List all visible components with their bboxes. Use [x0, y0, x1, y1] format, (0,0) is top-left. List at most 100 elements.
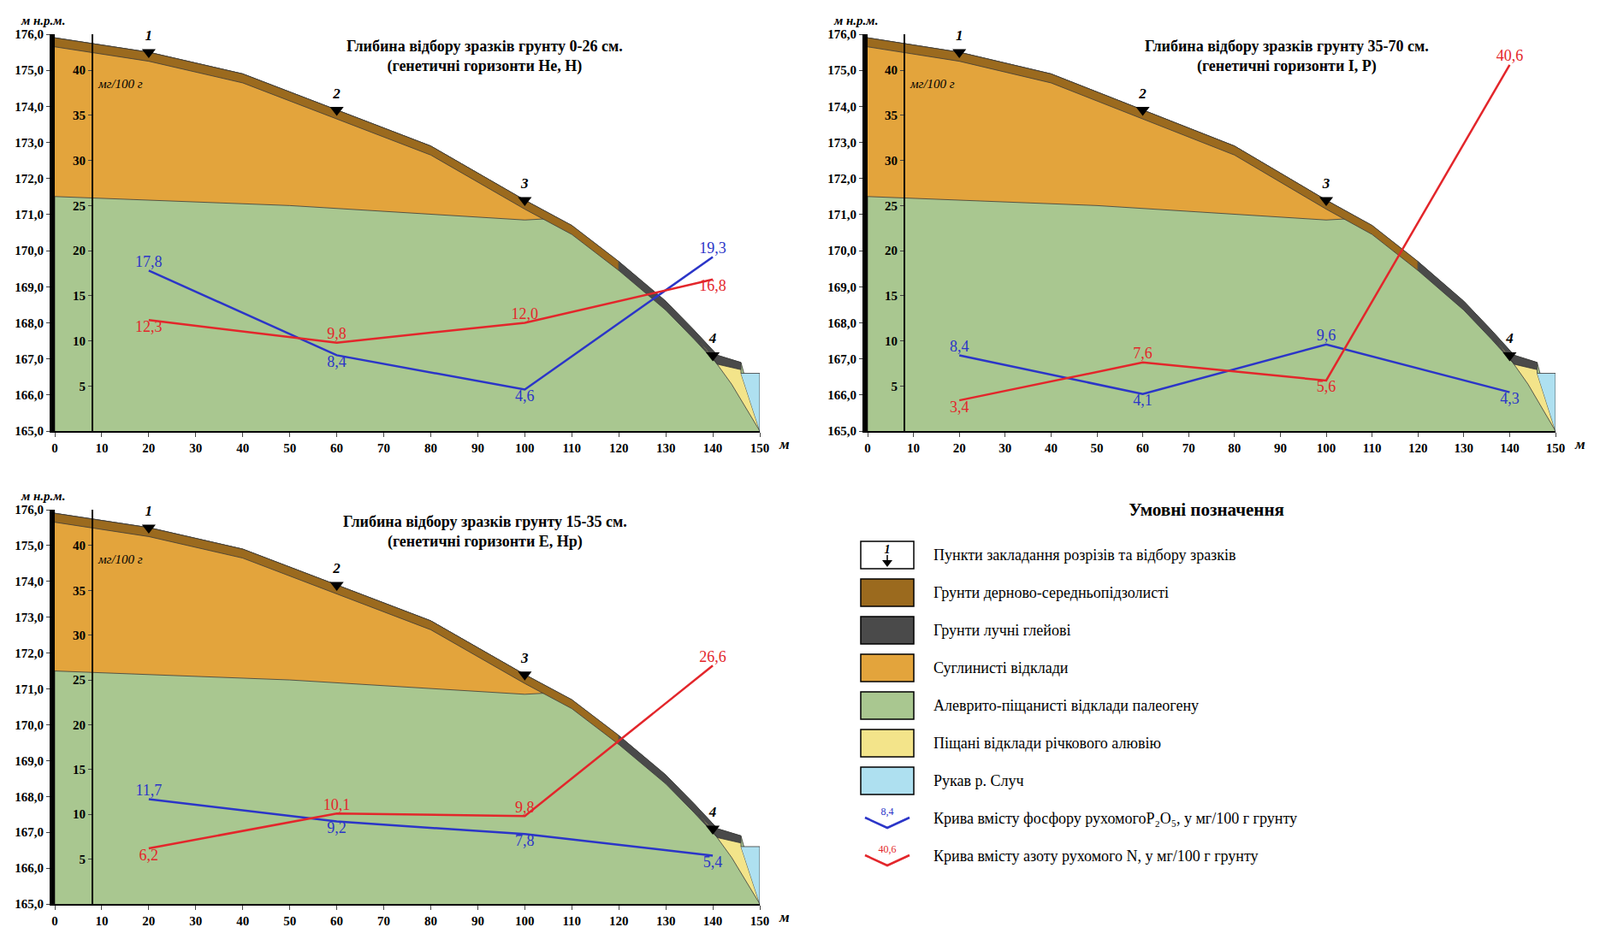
svg-text:173,0: 173,0 [827, 136, 857, 150]
svg-text:60: 60 [330, 441, 344, 456]
svg-text:35: 35 [884, 108, 898, 123]
svg-text:166,0: 166,0 [14, 388, 44, 403]
svg-text:5,6: 5,6 [1316, 378, 1337, 396]
svg-text:30: 30 [884, 154, 898, 168]
svg-text:4,1: 4,1 [1132, 391, 1153, 409]
svg-text:Глибина відбору зразків грунту: Глибина відбору зразків грунту 0-26 см.(… [346, 37, 623, 76]
svg-text:170,0: 170,0 [14, 243, 44, 258]
svg-text:5: 5 [78, 379, 86, 394]
svg-text:130: 130 [1454, 441, 1475, 456]
svg-text:171,0: 171,0 [14, 207, 44, 222]
svg-text:10: 10 [72, 334, 86, 349]
svg-text:120: 120 [1408, 441, 1429, 456]
svg-text:176,0: 176,0 [827, 27, 857, 42]
svg-text:20: 20 [72, 243, 86, 258]
svg-text:9,8: 9,8 [515, 799, 535, 817]
svg-text:15: 15 [884, 289, 898, 303]
svg-text:4,3: 4,3 [1499, 390, 1520, 408]
svg-text:15: 15 [72, 763, 86, 777]
svg-text:2: 2 [1137, 85, 1147, 102]
svg-text:173,0: 173,0 [14, 136, 44, 150]
svg-text:0: 0 [51, 441, 59, 456]
svg-text:60: 60 [1136, 441, 1150, 456]
svg-text:150: 150 [1546, 441, 1566, 456]
svg-text:10: 10 [94, 441, 108, 456]
svg-text:3: 3 [520, 650, 529, 667]
svg-text:35: 35 [72, 584, 86, 599]
svg-text:165,0: 165,0 [14, 424, 44, 439]
svg-text:7,6: 7,6 [1132, 344, 1153, 362]
svg-text:мг/100 г: мг/100 г [909, 77, 955, 91]
svg-text:20: 20 [142, 441, 155, 456]
svg-text:10: 10 [906, 441, 920, 456]
svg-text:10: 10 [94, 914, 108, 929]
svg-text:50: 50 [1090, 441, 1104, 456]
svg-text:172,0: 172,0 [14, 171, 44, 186]
svg-text:8,4: 8,4 [881, 805, 895, 818]
svg-text:20: 20 [142, 914, 155, 929]
svg-text:40: 40 [1044, 441, 1058, 456]
svg-text:8,4: 8,4 [326, 353, 347, 371]
svg-text:8,4: 8,4 [949, 337, 970, 356]
svg-text:174,0: 174,0 [14, 100, 44, 114]
svg-text:30: 30 [72, 628, 86, 643]
svg-text:60: 60 [330, 914, 344, 929]
svg-text:150: 150 [750, 441, 771, 456]
svg-text:9,6: 9,6 [1316, 326, 1337, 344]
svg-text:10: 10 [884, 334, 898, 349]
svg-text:1: 1 [955, 27, 964, 44]
svg-text:4: 4 [708, 330, 718, 347]
svg-text:м: м [778, 436, 790, 453]
svg-text:20: 20 [72, 718, 86, 733]
svg-text:10: 10 [72, 807, 86, 822]
svg-text:110: 110 [562, 441, 581, 456]
svg-text:50: 50 [283, 914, 297, 929]
svg-text:169,0: 169,0 [14, 754, 44, 769]
svg-text:0: 0 [864, 441, 872, 456]
svg-text:40: 40 [72, 63, 86, 78]
svg-text:140: 140 [1499, 441, 1520, 456]
svg-text:130: 130 [656, 441, 676, 456]
svg-text:140: 140 [703, 441, 723, 456]
svg-text:1: 1 [145, 27, 154, 44]
svg-text:6,2: 6,2 [139, 847, 160, 865]
svg-text:м: м [1574, 436, 1586, 453]
svg-text:120: 120 [609, 441, 629, 456]
svg-text:167,0: 167,0 [14, 825, 44, 840]
svg-text:40: 40 [236, 441, 249, 456]
svg-text:168,0: 168,0 [827, 316, 857, 331]
svg-text:40: 40 [72, 539, 86, 553]
svg-text:130: 130 [656, 914, 676, 929]
svg-text:25: 25 [884, 199, 898, 214]
svg-text:3: 3 [520, 175, 529, 192]
svg-text:171,0: 171,0 [827, 207, 857, 222]
svg-text:10,1: 10,1 [323, 796, 351, 814]
svg-text:мг/100 г: мг/100 г [97, 552, 143, 567]
svg-text:175,0: 175,0 [827, 63, 857, 78]
svg-text:90: 90 [471, 914, 485, 929]
svg-text:168,0: 168,0 [14, 316, 44, 331]
svg-text:30: 30 [998, 441, 1012, 456]
svg-text:20: 20 [953, 441, 966, 456]
svg-text:40,6: 40,6 [1496, 47, 1524, 65]
svg-text:150: 150 [750, 914, 771, 929]
svg-text:Глибина відбору зразків грунту: Глибина відбору зразків грунту 35-70 см.… [1144, 37, 1429, 76]
svg-text:100: 100 [515, 441, 535, 456]
svg-text:90: 90 [471, 441, 485, 456]
svg-text:4: 4 [708, 804, 718, 821]
svg-text:176,0: 176,0 [14, 27, 44, 42]
svg-text:9,2: 9,2 [326, 819, 347, 837]
svg-text:9,8: 9,8 [326, 325, 347, 343]
svg-text:1: 1 [145, 503, 154, 520]
svg-text:100: 100 [515, 914, 535, 929]
svg-text:3,4: 3,4 [949, 398, 970, 416]
svg-text:2: 2 [331, 85, 341, 102]
svg-text:171,0: 171,0 [14, 682, 44, 697]
svg-text:3: 3 [1321, 175, 1331, 192]
svg-text:30: 30 [72, 154, 86, 168]
svg-text:30: 30 [189, 914, 202, 929]
svg-text:170,0: 170,0 [14, 718, 44, 733]
svg-text:80: 80 [1227, 441, 1241, 456]
svg-text:17,8: 17,8 [135, 253, 163, 271]
svg-text:50: 50 [283, 441, 297, 456]
